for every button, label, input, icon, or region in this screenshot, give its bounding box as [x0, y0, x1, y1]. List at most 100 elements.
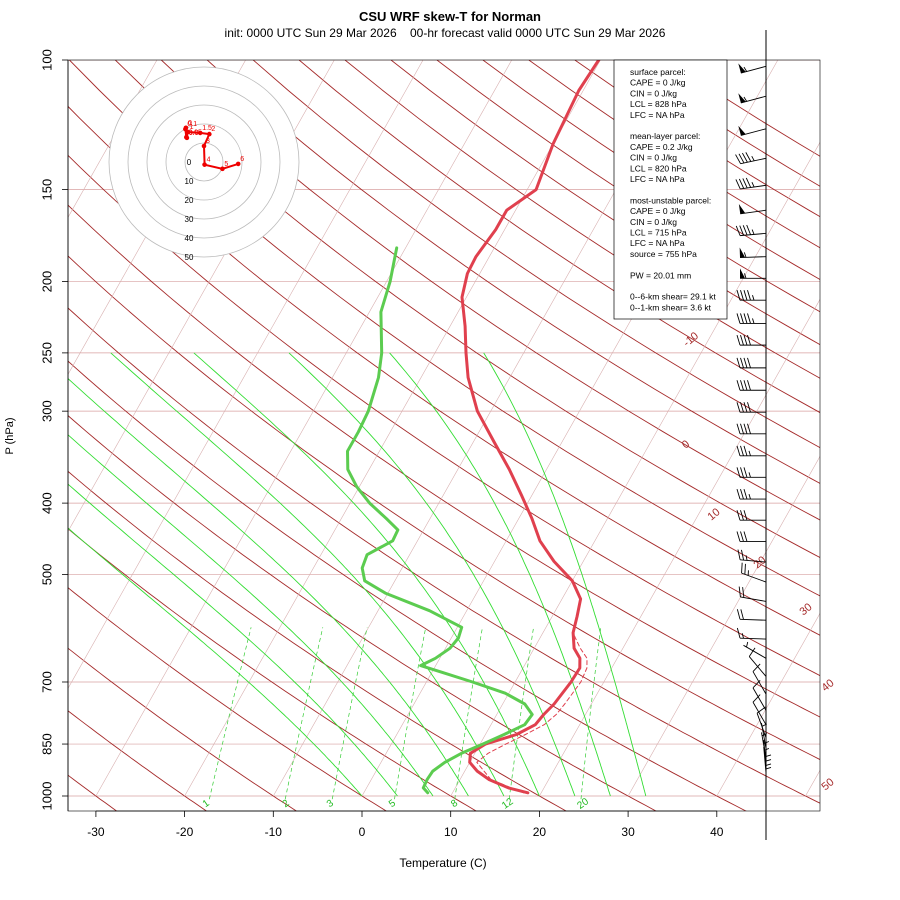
info-box-line: LFC = NA hPa [630, 110, 685, 120]
wind-barb-staff [740, 637, 767, 640]
wind-barb-full [747, 290, 751, 301]
chart-subtitle: init: 0000 UTC Sun 29 Mar 2026 00-hr for… [225, 26, 666, 40]
hodograph-point-label: 5 [224, 161, 228, 168]
wind-barb-full [740, 380, 744, 391]
hodograph-point [235, 161, 241, 167]
info-box-line: PW = 20.01 mm [630, 270, 691, 280]
wind-barb-full [742, 587, 745, 598]
mixing-ratio-line [331, 627, 368, 800]
wind-barb-staff [740, 209, 767, 215]
info-box-line: CIN = 0 J/kg [630, 88, 677, 98]
wind-barb-full [738, 178, 745, 189]
moist-adiabat-line [193, 352, 540, 797]
wind-barb-full [743, 357, 748, 368]
wind-barb-half [763, 748, 770, 751]
x-tick-label: 30 [621, 825, 635, 839]
wind-barb [736, 313, 766, 324]
info-box-line: surface parcel: [630, 67, 686, 77]
moist-adiabat-line [483, 352, 647, 797]
wind-barb-staff [741, 572, 767, 583]
mixing-ratio-line [284, 627, 324, 800]
wind-barb-full [740, 531, 744, 542]
hodograph-ring-label: 30 [185, 215, 194, 224]
wind-barb [735, 224, 767, 237]
y-tick-label: 250 [39, 342, 54, 364]
wind-barb-full [743, 445, 748, 456]
info-box-frame [613, 59, 728, 320]
wind-barb-full [743, 402, 748, 413]
wind-barb-staff [743, 644, 767, 659]
wind-barb-full [756, 706, 766, 714]
dry-adiabat-line [160, 60, 820, 521]
hodograph-point-label: 4 [207, 157, 211, 164]
dry-adiabat-line [69, 60, 820, 597]
wind-barb-full [740, 510, 744, 521]
dry-adiabat-line [68, 307, 820, 804]
wind-barb-full [738, 153, 745, 164]
dry-adiabat-line [68, 255, 820, 761]
wind-barb-half [748, 450, 751, 456]
wind-barb-full [747, 313, 751, 324]
wind-barb [735, 177, 767, 190]
wind-barb [736, 531, 766, 542]
wind-barb-full [740, 357, 744, 368]
wind-barb-full [740, 609, 744, 620]
wind-barb-half [744, 273, 747, 279]
info-box-line: mean-layer parcel: [630, 131, 700, 141]
wind-barb-half [743, 96, 748, 102]
wind-barb-full [743, 380, 748, 391]
wind-barb-full [743, 334, 748, 346]
chart-title: CSU WRF skew-T for Norman [359, 9, 541, 24]
wind-barb-full [741, 549, 745, 561]
wind-barb-pennant [740, 268, 745, 279]
info-box-line: source = 755 hPa [630, 249, 697, 259]
hodograph-point-label: 0.1 [187, 121, 197, 128]
mixing-ratio-line [580, 627, 602, 800]
hodograph-point-label: 0.5 [189, 130, 199, 137]
wind-barb [741, 562, 767, 583]
wind-barb [736, 609, 767, 621]
y-tick-label: 150 [39, 179, 54, 201]
wind-barb-full [736, 445, 741, 456]
wind-barb-half [751, 182, 755, 188]
wind-barb-full [745, 152, 752, 162]
wind-barb-half [743, 252, 747, 258]
wind-barb-half [751, 155, 755, 161]
moist-adiabat-line [68, 527, 363, 797]
wind-barb-full [738, 586, 741, 597]
dry-adiabat-line [68, 528, 477, 811]
dry-adiabat-line [68, 647, 298, 811]
wind-barb-full [736, 402, 741, 413]
wind-barb-full [747, 423, 751, 434]
wind-barb-half [745, 555, 748, 561]
info-box-line: 0--1-km shear= 3.6 kt [630, 302, 712, 312]
mixing-ratio-label: 1 [201, 798, 212, 810]
hodograph-point [207, 131, 212, 137]
wind-barb-half [746, 641, 749, 648]
mixing-ratio-line [394, 627, 427, 800]
wind-barb-half [761, 723, 767, 727]
wind-barb-full [742, 152, 748, 163]
moist-adiabat-line [68, 434, 434, 797]
parcel-series-line [476, 632, 588, 794]
dry-adiabat-line [298, 60, 820, 414]
hodograph-point-label: 0.05 [188, 129, 202, 136]
wind-barb-full [735, 225, 741, 236]
y-tick-label: 100 [39, 49, 54, 71]
info-box-line: LFC = NA hPa [630, 238, 685, 248]
y-axis-ticks: 100 150 200 250 300 400 500 700 850 1000 [39, 49, 68, 810]
x-tick-label: 40 [710, 825, 724, 839]
wind-barb-full [736, 627, 741, 639]
wind-barb-full [736, 334, 741, 346]
dry-adiabat-line [68, 710, 208, 811]
wind-barb-half [763, 741, 770, 744]
hodograph-point [197, 130, 203, 136]
y-tick-label: 850 [39, 733, 54, 755]
wind-barb [738, 93, 767, 104]
wind-barb-full [739, 225, 745, 236]
wind-barb-full [747, 357, 751, 368]
moist-adiabat-line [110, 352, 505, 797]
hodograph-ring-label: 50 [185, 253, 194, 262]
y-axis-label: P (hPa) [4, 417, 16, 454]
